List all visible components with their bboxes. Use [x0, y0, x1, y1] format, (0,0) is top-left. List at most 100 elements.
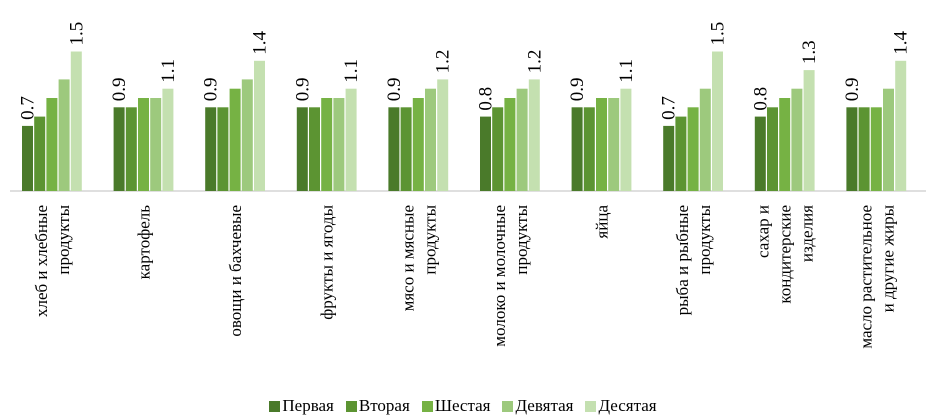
bar-9-3 — [883, 88, 894, 191]
legend-item-4: Десятая — [585, 396, 657, 416]
category-label-9: масло растительное и другие жиры — [856, 204, 897, 348]
bar-6-2 — [596, 98, 607, 191]
bar-7-3 — [699, 88, 711, 191]
category-label-line: и другие жиры — [878, 204, 897, 312]
legend-label: Шестая — [434, 396, 491, 415]
data-label-0-4: 1.5 — [66, 22, 87, 46]
bar-8-3 — [791, 88, 803, 191]
bar-1-0 — [113, 107, 125, 191]
bar-1-3 — [150, 98, 162, 191]
data-label-3-4: 1.1 — [341, 59, 362, 83]
data-labels-layer: 0.7 1.5 0.9 1.1 0.9 1.4 0.9 1.1 0.9 1.2 0.8 1.2 0.9 1… — [18, 22, 912, 120]
bar-2-1 — [217, 107, 229, 191]
category-label-line: продукты — [512, 204, 531, 274]
category-label-2: овощи и бахчевые — [226, 205, 245, 337]
category-label-line: продукты — [695, 204, 714, 274]
bar-6-1 — [583, 107, 595, 191]
bar-3-3 — [333, 98, 345, 191]
data-label-8-0: 0.8 — [750, 87, 771, 111]
bar-8-2 — [779, 98, 791, 191]
bar-2-2 — [229, 88, 241, 191]
bar-2-3 — [241, 79, 253, 191]
bars-layer — [22, 51, 907, 191]
bar-5-4 — [528, 79, 540, 191]
bar-5-3 — [516, 88, 528, 191]
bar-4-3 — [425, 88, 436, 191]
bar-3-1 — [309, 107, 320, 191]
bar-7-4 — [712, 51, 723, 191]
legend-label: Десятая — [598, 396, 657, 415]
bar-6-0 — [571, 107, 583, 191]
bar-0-4 — [70, 51, 82, 191]
data-label-4-0: 0.9 — [384, 78, 405, 102]
category-label-5: молоко и молочные продукты — [490, 204, 531, 346]
data-label-8-4: 1.3 — [799, 40, 820, 64]
legend: Первая Вторая Шестая Девятая Десятая — [0, 394, 926, 418]
bar-4-0 — [388, 107, 400, 191]
legend-swatch — [345, 400, 357, 412]
legend-swatch — [421, 400, 433, 412]
bar-4-4 — [437, 79, 449, 191]
legend-swatch — [585, 400, 597, 412]
bar-3-0 — [296, 107, 308, 191]
bar-3-4 — [345, 88, 357, 191]
category-label-line: мясо и мясные — [398, 205, 417, 311]
legend-item-3: Девятая — [502, 396, 573, 416]
legend-swatch — [269, 400, 281, 412]
category-label-line: овощи и бахчевые — [226, 205, 245, 337]
bar-0-2 — [46, 98, 58, 191]
category-label-line: рыба и рыбные — [673, 205, 692, 315]
bar-1-4 — [162, 88, 174, 191]
bar-9-1 — [858, 107, 870, 191]
category-label-1: картофель — [135, 205, 154, 280]
data-label-1-0: 0.9 — [109, 78, 130, 102]
bar-4-1 — [400, 107, 412, 191]
bar-9-2 — [870, 107, 882, 191]
category-label-line: продукты — [54, 204, 73, 274]
bar-5-1 — [492, 107, 504, 191]
bar-7-2 — [687, 107, 699, 191]
bar-0-0 — [22, 125, 33, 191]
bar-0-1 — [34, 116, 46, 191]
category-label-line: фрукты и ягоды — [318, 204, 337, 319]
bar-8-1 — [767, 107, 778, 191]
bar-1-1 — [125, 107, 137, 191]
category-label-line: изделия — [798, 205, 817, 262]
category-label-7: рыба и рыбные продукты — [673, 204, 714, 315]
category-label-line: молоко и молочные — [490, 205, 509, 347]
bar-1-2 — [138, 98, 149, 191]
category-label-6: яйца — [593, 205, 612, 239]
chart-plot: 0.7 1.5 0.9 1.1 0.9 1.4 0.9 1.1 0.9 1.2 0.8 1.2 0.9 1… — [10, 22, 926, 349]
legend-label: Вторая — [358, 396, 410, 415]
bar-5-2 — [504, 98, 516, 191]
legend-label: Первая — [282, 396, 334, 415]
category-label-4: мясо и мясные продукты — [398, 204, 439, 311]
data-label-5-4: 1.2 — [524, 50, 545, 74]
data-label-1-4: 1.1 — [158, 59, 179, 83]
category-label-3: фрукты и ягоды — [318, 204, 337, 319]
bar-0-3 — [58, 79, 70, 191]
legend-swatch — [502, 400, 514, 412]
legend-item-0: Первая — [269, 396, 334, 416]
bar-2-0 — [205, 107, 217, 191]
data-label-5-0: 0.8 — [476, 87, 497, 111]
bar-8-0 — [754, 116, 766, 191]
bar-6-3 — [608, 98, 620, 191]
data-label-7-0: 0.7 — [659, 96, 680, 120]
category-label-line: хлеб и хлебные — [32, 205, 51, 317]
bar-2-4 — [254, 60, 265, 191]
legend-label: Девятая — [515, 396, 574, 415]
data-label-6-4: 1.1 — [616, 59, 637, 83]
bar-9-4 — [895, 60, 907, 191]
data-label-0-0: 0.7 — [18, 96, 39, 120]
bar-4-2 — [412, 98, 424, 191]
category-tick-labels: хлеб и хлебные продукты картофель овощи и б… — [32, 204, 897, 348]
bar-7-1 — [675, 116, 687, 191]
category-label-8: сахар и кондитерские изделия — [754, 205, 817, 304]
data-label-3-0: 0.9 — [292, 78, 313, 102]
category-label-line: картофель — [135, 205, 154, 280]
data-label-2-4: 1.4 — [250, 31, 271, 55]
category-label-line: продукты — [420, 204, 439, 274]
bar-6-4 — [620, 88, 632, 191]
bar-7-0 — [663, 125, 675, 191]
